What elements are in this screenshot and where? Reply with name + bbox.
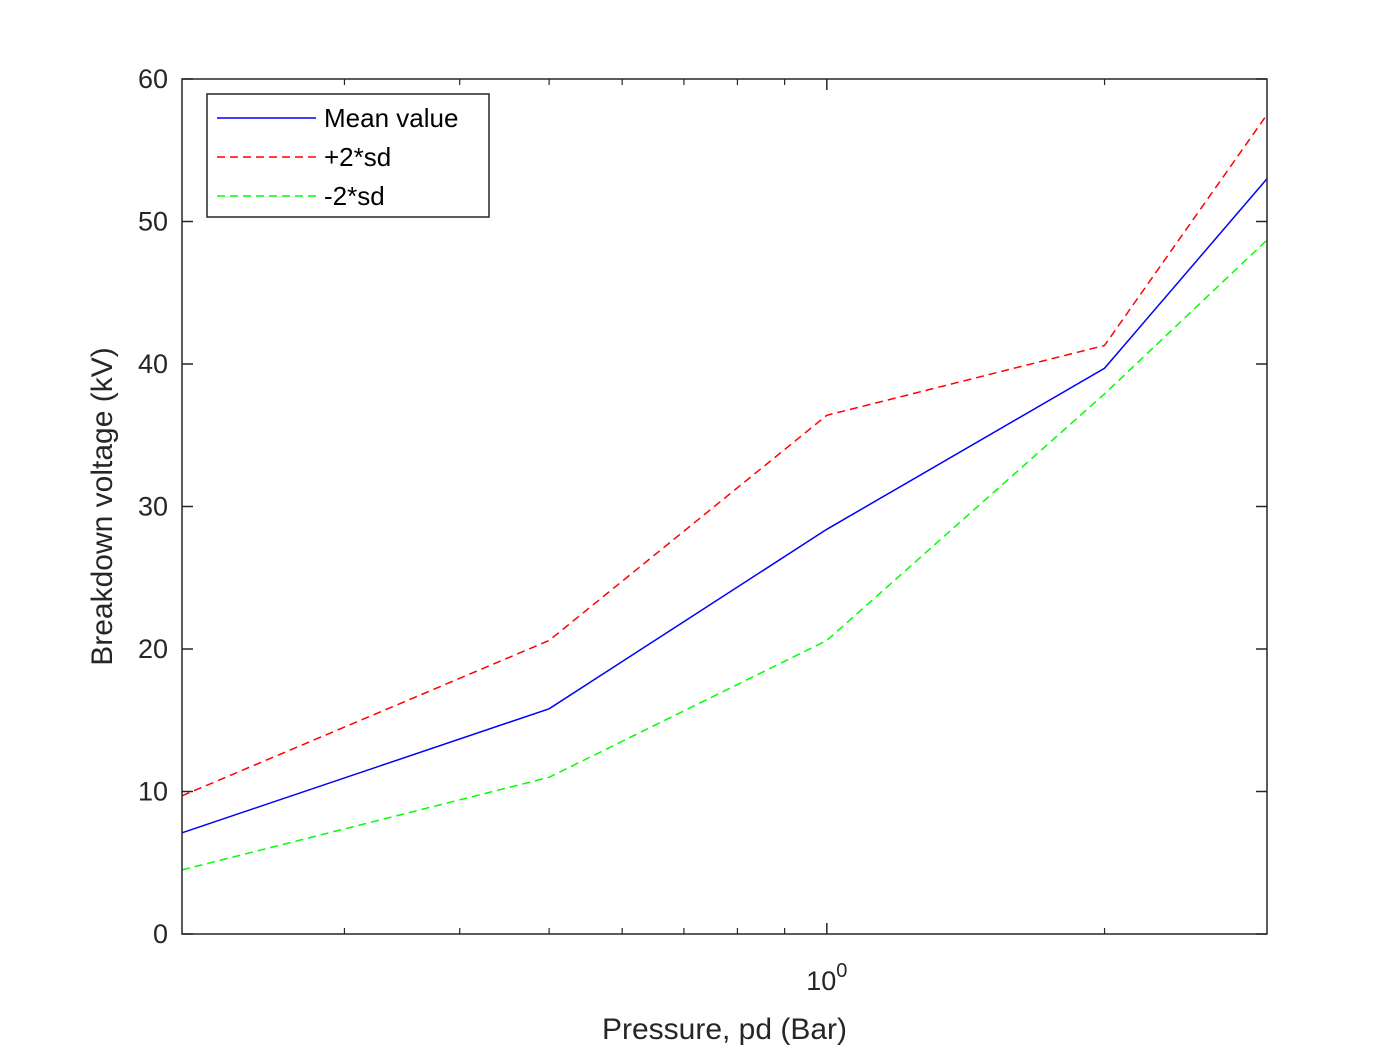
y-tick-label: 30 (138, 492, 168, 522)
series-layer (181, 114, 1268, 871)
legend-box (206, 93, 490, 218)
series-line-1 (181, 178, 1268, 834)
y-tick-label: 40 (138, 349, 168, 379)
axes-layer: 0 10 20 30 40 50 60 100 (138, 64, 1268, 996)
plot-area (182, 79, 1267, 934)
legend-label-1: Mean value (324, 103, 458, 133)
legend-label-3: -2*sd (324, 181, 385, 211)
y-tick-label: 20 (138, 634, 168, 664)
y-tick-label: 50 (138, 207, 168, 237)
legend-label-2: +2*sd (324, 142, 391, 172)
series-line-2 (181, 114, 1268, 797)
y-axis-label: Breakdown voltage (kV) (86, 347, 119, 666)
y-tick-label: 10 (138, 777, 168, 807)
y-tick-label: 60 (138, 64, 168, 94)
x-axis-label: Pressure, pd (Bar) (602, 1013, 847, 1046)
legend: Mean value +2*sd -2*sd (206, 93, 490, 218)
x-tick-label: 100 (806, 960, 847, 996)
y-tick-label: 0 (153, 919, 168, 949)
series-line-3 (181, 239, 1268, 871)
